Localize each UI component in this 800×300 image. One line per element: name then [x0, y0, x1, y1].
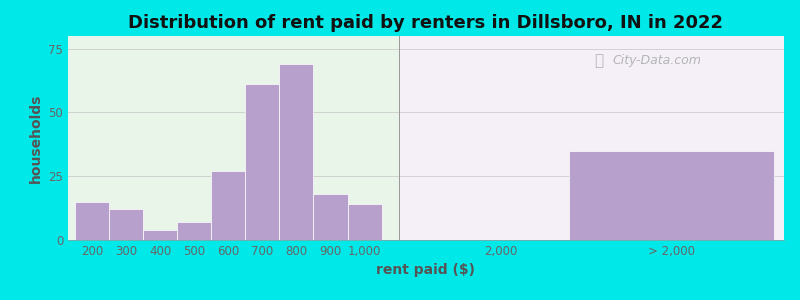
Text: ⦿: ⦿ [594, 53, 603, 68]
Text: City-Data.com: City-Data.com [612, 54, 701, 67]
Bar [314, 194, 347, 240]
Bar [569, 151, 774, 240]
Title: Distribution of rent paid by renters in Dillsboro, IN in 2022: Distribution of rent paid by renters in … [129, 14, 723, 32]
Bar [398, 36, 800, 240]
Bar [246, 84, 279, 240]
Bar [143, 230, 177, 240]
Bar [75, 202, 109, 240]
Y-axis label: households: households [29, 93, 42, 183]
Bar [347, 204, 382, 240]
Bar [279, 64, 314, 240]
Bar [177, 222, 211, 240]
X-axis label: rent paid ($): rent paid ($) [377, 263, 475, 278]
Bar [211, 171, 246, 240]
Bar [109, 209, 143, 240]
